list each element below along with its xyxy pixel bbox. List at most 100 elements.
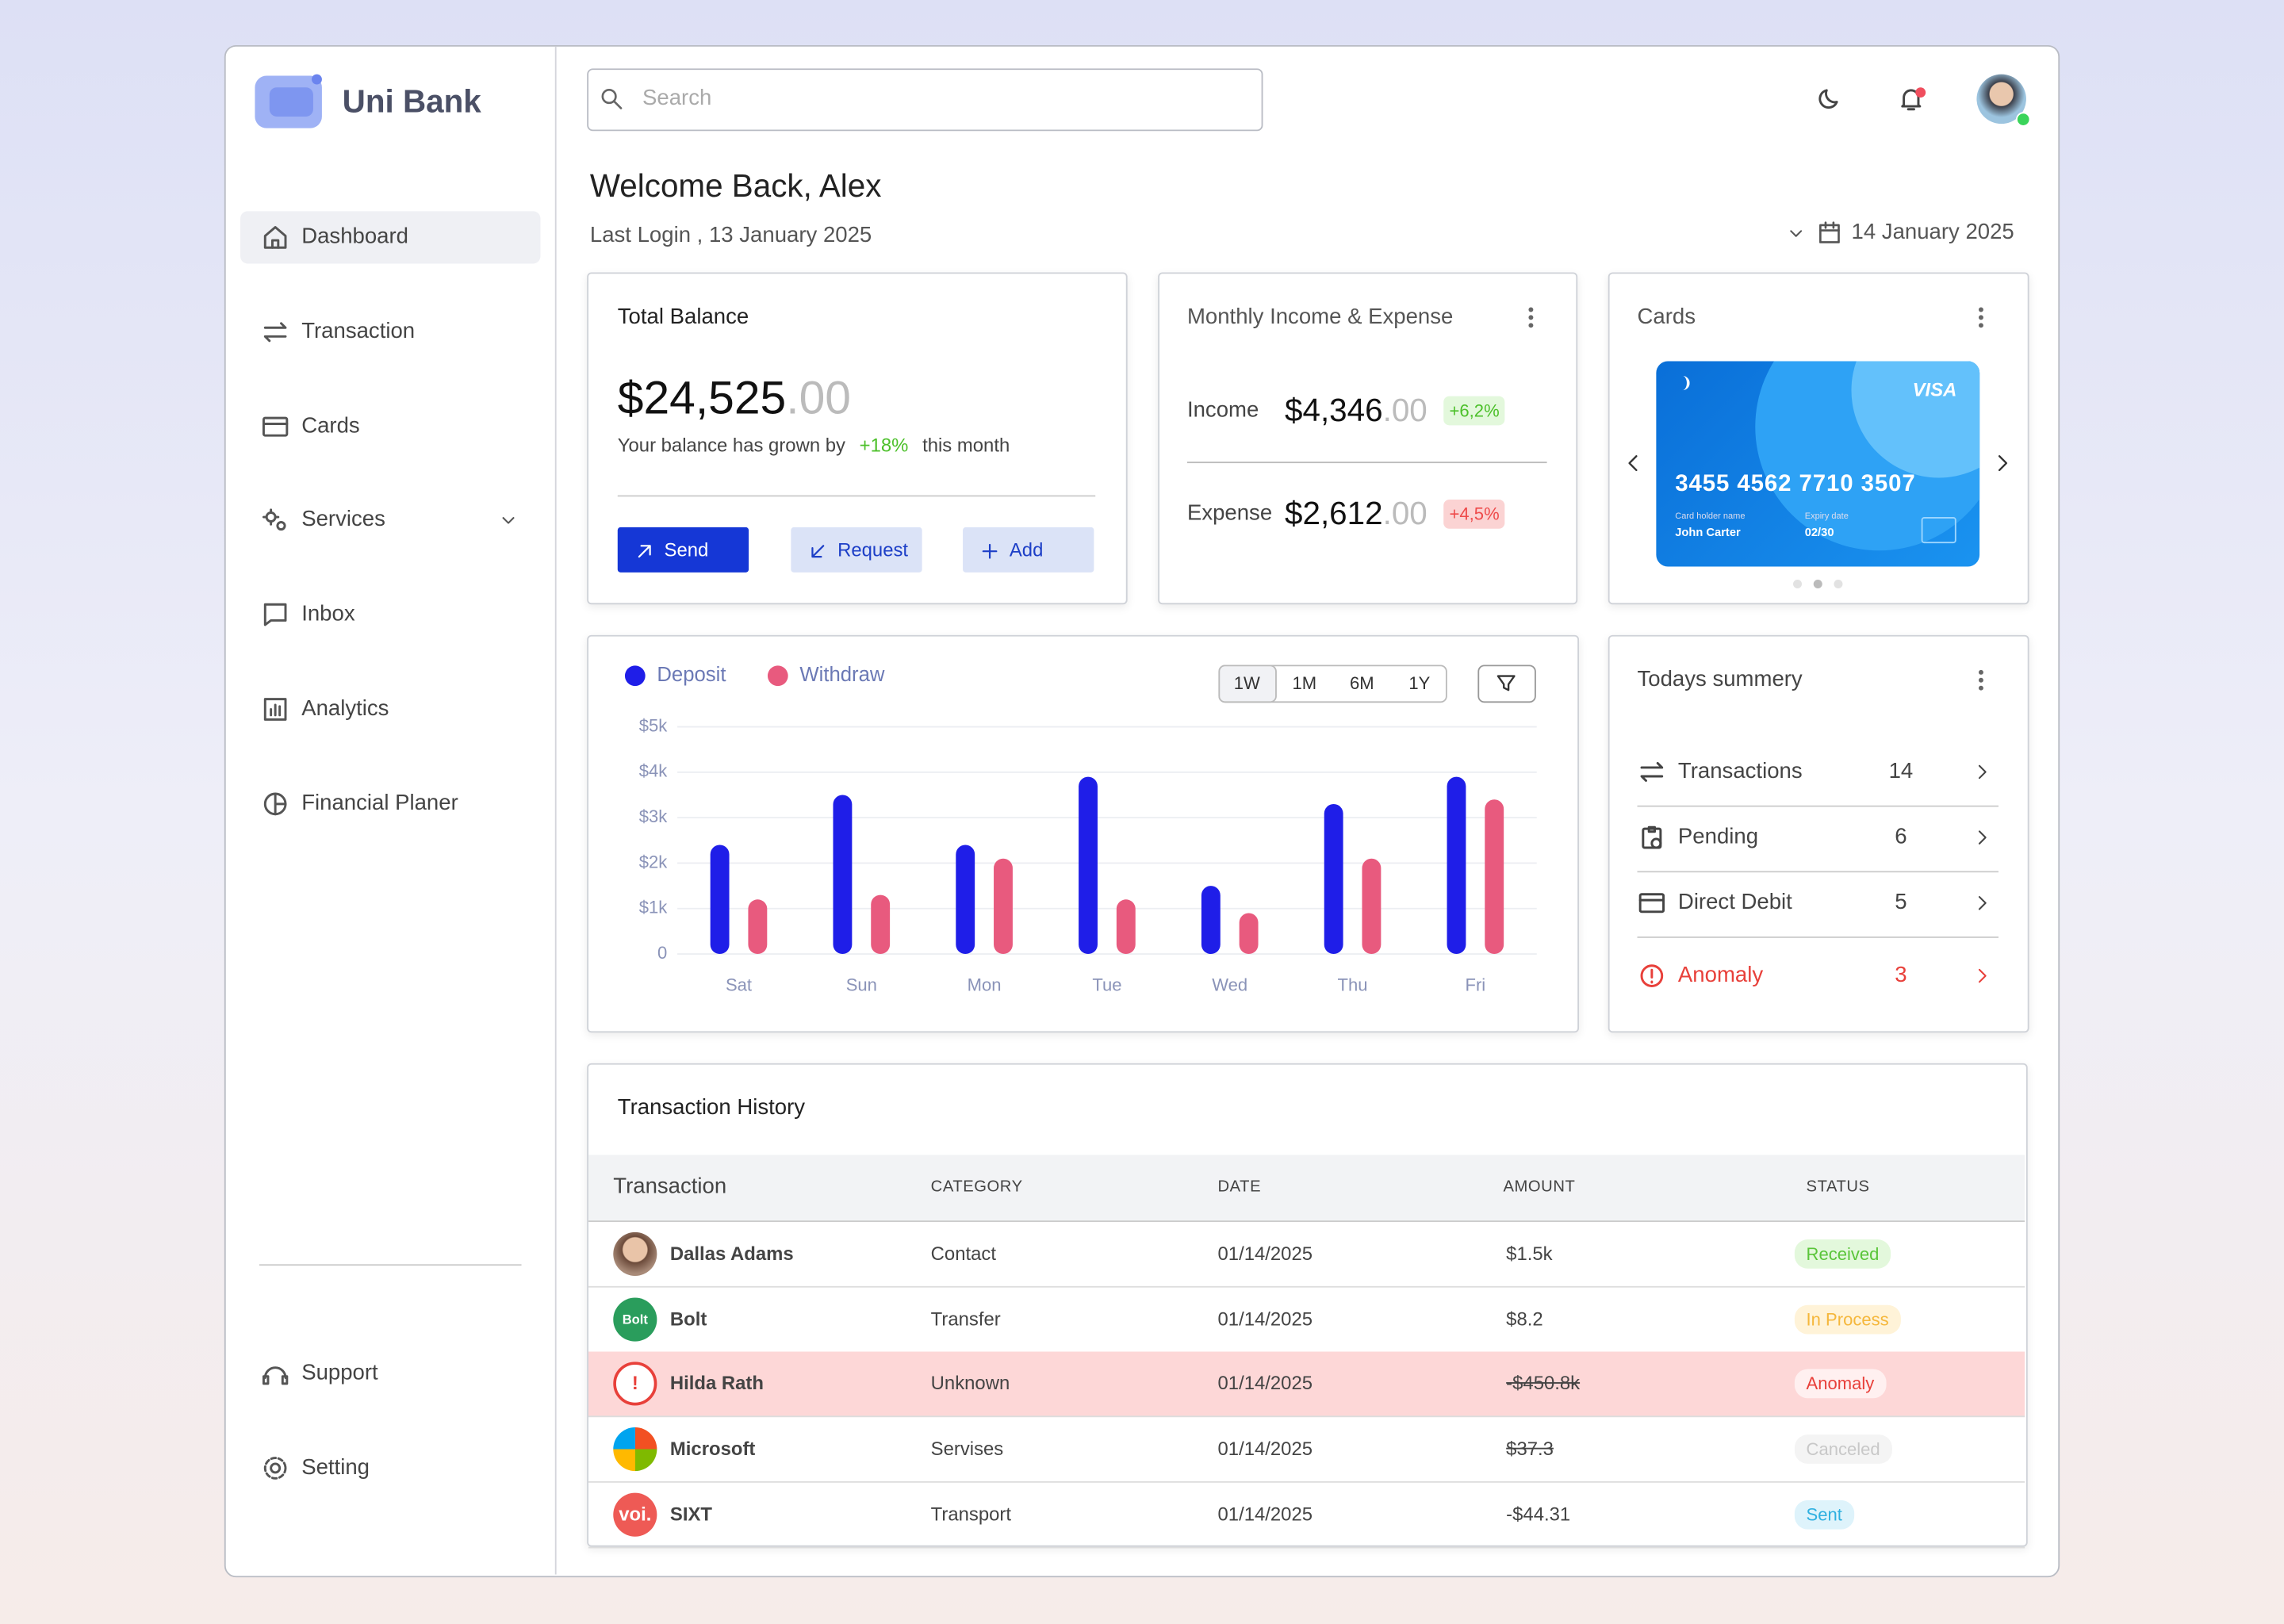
summary-open[interactable] (1972, 966, 1993, 986)
notifications[interactable] (1896, 85, 1926, 114)
icon-part (1818, 89, 1838, 109)
summary-icon (1637, 823, 1666, 852)
action-icon (633, 540, 655, 562)
search-placeholder: Search (642, 86, 712, 111)
icon-part (1978, 685, 1983, 691)
summary-count: 6 (1895, 824, 1907, 849)
card-next[interactable] (1991, 451, 2014, 474)
icon-part (1647, 825, 1657, 833)
divider (1637, 936, 1999, 938)
card-menu[interactable] (1968, 667, 1994, 693)
icon-part (502, 517, 515, 525)
nav-item[interactable]: Transaction (301, 318, 416, 344)
table-row[interactable] (588, 1352, 2025, 1418)
column-header: AMOUNT (1503, 1178, 1576, 1196)
welcome-title: Welcome Back, Alex (589, 167, 882, 205)
nav-item[interactable]: Analytics (301, 695, 389, 722)
filter-button[interactable] (1477, 665, 1536, 703)
bar (1447, 776, 1466, 955)
growth-suffix: this month (922, 434, 1010, 456)
nav-icon (261, 223, 290, 252)
icon-part (1978, 307, 1983, 328)
legend-marker (624, 665, 646, 687)
logo-text: voi. (619, 1503, 652, 1525)
carousel-dot (1793, 580, 1803, 589)
x-tick-label: Wed (1212, 975, 1247, 994)
summary-open[interactable] (1972, 893, 1993, 914)
legend-marker (767, 665, 788, 687)
last-login: Last Login , 13 January 2025 (589, 223, 872, 248)
y-tick-label: $3k (639, 806, 669, 826)
status-badge: Received (1794, 1239, 1891, 1269)
status-badge: Sent (1794, 1500, 1854, 1530)
table-row[interactable] (588, 1417, 2025, 1483)
card-menu[interactable] (1968, 304, 1994, 331)
range-button[interactable]: 1W (1234, 673, 1260, 693)
card-prev[interactable] (1621, 451, 1644, 474)
row-name: Bolt (669, 1307, 707, 1330)
icon-part (1640, 761, 1664, 782)
expiry: 02/30 (1804, 526, 1834, 539)
theme-toggle[interactable] (1815, 85, 1845, 114)
icon-part (1640, 964, 1664, 987)
row-avatar (613, 1492, 657, 1537)
row-amount: $1.5k (1506, 1242, 1553, 1265)
search-icon (599, 86, 625, 112)
x-tick-label: Thu (1338, 975, 1368, 994)
row-category: Transfer (930, 1307, 1001, 1330)
action-label: Add (1009, 538, 1044, 561)
nav-item[interactable]: Setting (301, 1454, 370, 1480)
icon-part (1642, 825, 1662, 849)
date-dropdown[interactable] (1786, 223, 1807, 243)
nav-item[interactable]: Support (301, 1360, 378, 1385)
search-box[interactable] (587, 68, 1263, 132)
icon-part (1819, 221, 1840, 232)
row-amount: $4,346.00 (1285, 394, 1428, 426)
row-date: 01/14/2025 (1217, 1307, 1313, 1330)
icon-part (276, 521, 286, 531)
legend-label: Withdraw (799, 664, 885, 686)
icon-part (1528, 323, 1534, 328)
summary-label: Anomaly (1677, 963, 1764, 988)
range-button[interactable]: 6M (1350, 673, 1374, 693)
table-row[interactable] (588, 1222, 2025, 1288)
online-dot (2016, 112, 2031, 127)
card-menu[interactable] (1518, 304, 1544, 331)
range-button[interactable]: 1M (1292, 673, 1316, 693)
nav-icon (261, 1454, 290, 1483)
icon-part (262, 509, 286, 531)
status-badge: In Process (1794, 1304, 1901, 1334)
table-row[interactable] (588, 1287, 2025, 1353)
nav-icon (261, 1359, 290, 1388)
icon-part (637, 544, 650, 557)
nav-item[interactable]: Services (301, 507, 385, 533)
nav-item[interactable]: Financial Planer (301, 790, 458, 816)
summary-icon (1637, 757, 1666, 787)
card-title: Transaction History (617, 1095, 806, 1120)
nav-item[interactable]: Inbox (301, 601, 355, 627)
table-row[interactable] (588, 1482, 2025, 1549)
card-title: Total Balance (617, 304, 749, 330)
icon-part (1819, 221, 1840, 243)
summary-open[interactable] (1972, 762, 1993, 783)
nav-item[interactable]: Cards (301, 412, 360, 439)
amount-cents: .00 (1382, 495, 1428, 532)
bar (956, 845, 975, 955)
summary-open[interactable] (1972, 827, 1993, 848)
card-title: Cards (1637, 304, 1696, 330)
icon-part (262, 416, 289, 436)
icon-part (1642, 827, 1662, 849)
growth-line: Your balance has grown by +18% this mont… (618, 431, 1010, 461)
income-expense-card (1158, 272, 1578, 605)
bar (1116, 899, 1136, 955)
growth-value: +18% (859, 434, 909, 456)
action-button[interactable] (791, 527, 922, 573)
icon-part (1978, 830, 1987, 845)
nav-item[interactable]: Dashboard (301, 224, 409, 250)
row-category: Servises (930, 1438, 1004, 1460)
divider (1637, 871, 1999, 873)
action-button[interactable] (617, 527, 749, 573)
bar (1079, 776, 1098, 955)
range-button[interactable]: 1Y (1408, 673, 1430, 693)
sidebar-border (554, 46, 557, 1575)
